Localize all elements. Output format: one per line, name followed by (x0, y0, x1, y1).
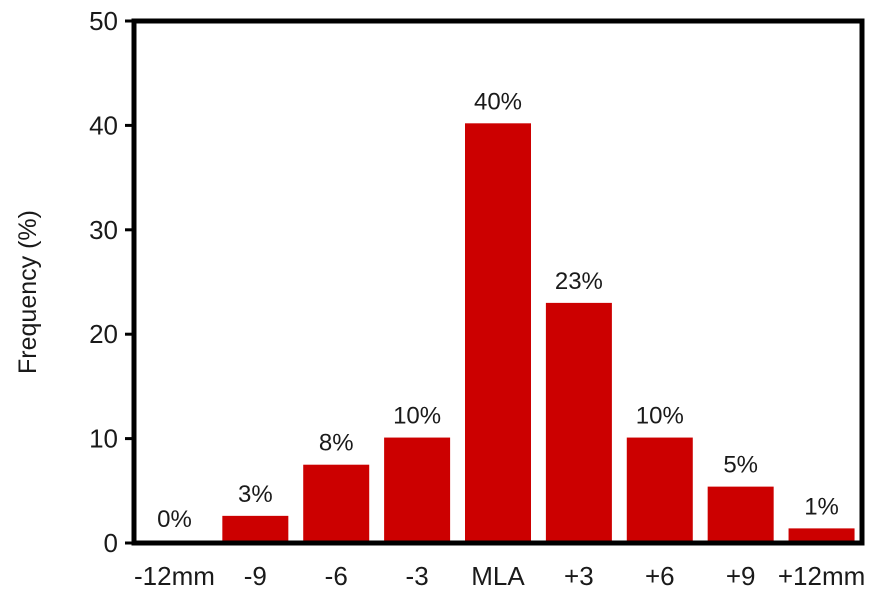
data-label--6: 8% (319, 430, 354, 457)
data-label-+3: 23% (555, 268, 603, 295)
y-tick-label: 20 (89, 319, 118, 349)
y-tick-label: 50 (89, 6, 118, 36)
y-axis-label: Frequency (%) (14, 210, 42, 374)
data-label--9: 3% (238, 481, 273, 508)
x-tick-label: -12mm (134, 561, 215, 591)
data-label-MLA: 40% (474, 88, 522, 115)
y-tick-label: 30 (89, 215, 118, 245)
y-tick-label: 10 (89, 424, 118, 454)
y-axis-ticks: 0 10 20 30 40 50 (89, 6, 134, 558)
plot-area-frame (131, 18, 865, 546)
x-tick-label: -6 (325, 561, 348, 591)
data-label-+6: 10% (636, 403, 684, 430)
bar--9 (222, 515, 289, 543)
bars-group (141, 123, 855, 543)
x-tick-label: MLA (471, 561, 525, 591)
bar--3 (384, 437, 451, 543)
y-tick-label: 40 (89, 110, 118, 140)
bar-+6 (626, 437, 693, 543)
bar-+9 (707, 486, 774, 543)
x-tick-label: +9 (726, 561, 756, 591)
x-tick-label: -3 (406, 561, 429, 591)
bar-MLA (465, 123, 531, 543)
x-tick-label: -9 (244, 561, 267, 591)
data-label--3: 10% (393, 403, 441, 430)
x-axis-ticks: -12mm -9 -6 -3 MLA +3 +6 +9 +12mm (134, 561, 865, 591)
x-tick-label: +6 (645, 561, 675, 591)
bar-+12mm (788, 528, 855, 543)
bar--6 (303, 464, 370, 543)
x-tick-label: +12mm (778, 561, 865, 591)
y-tick-label: 0 (104, 528, 118, 558)
data-label-+9: 5% (723, 452, 758, 479)
bar-+3 (545, 302, 612, 543)
data-labels-group: 0% 3% 8% 10% 40% 23% 10% 5% 1% (157, 88, 839, 533)
data-label--12mm: 0% (157, 506, 192, 533)
data-label-+12mm: 1% (804, 493, 839, 520)
x-tick-label: +3 (564, 561, 594, 591)
